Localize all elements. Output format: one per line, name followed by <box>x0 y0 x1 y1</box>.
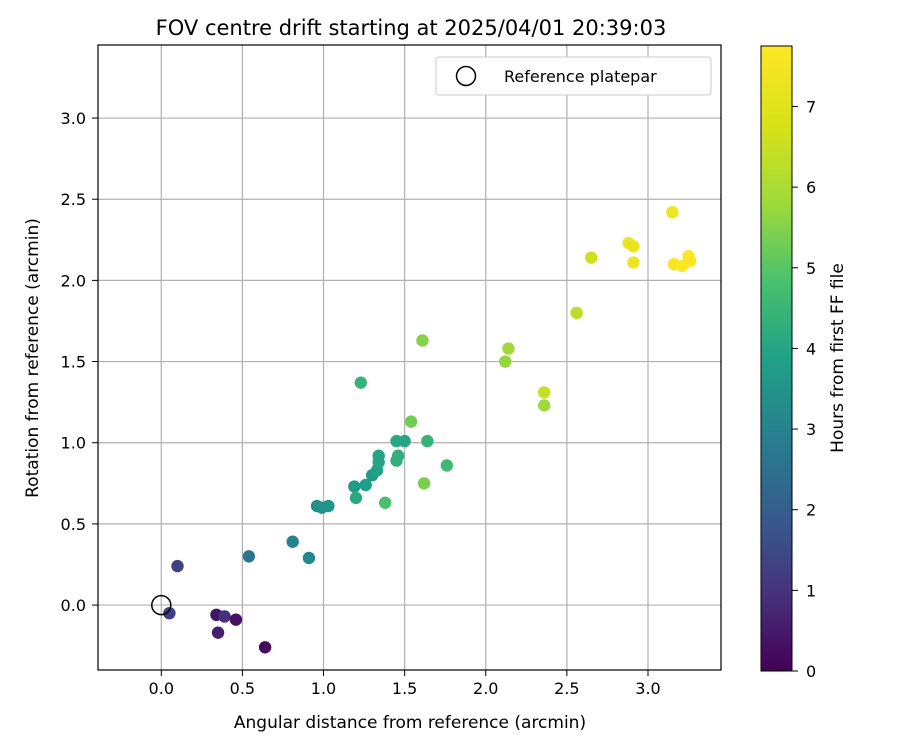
data-point <box>627 240 640 253</box>
legend-box <box>435 56 712 96</box>
y-tick-label: 3.0 <box>61 109 86 128</box>
data-point <box>398 434 411 448</box>
data-point <box>229 613 243 626</box>
data-point <box>683 254 697 268</box>
data-point <box>537 399 551 412</box>
y-tick-label: 2.0 <box>61 271 86 290</box>
colorbar-tick-label: 1 <box>806 581 816 600</box>
colorbar-tick-label: 5 <box>806 259 816 278</box>
colorbar-tick-label: 6 <box>806 178 816 197</box>
legend-label: Reference platepar <box>504 67 657 86</box>
data-point <box>416 334 429 347</box>
data-point <box>302 551 316 565</box>
colorbar-label: Hours from first FF file <box>828 263 848 453</box>
x-axis-label: Angular distance from reference (arcmin) <box>234 713 586 733</box>
colorbar: 0 1 2 3 4 5 6 7 Hours from first FF file <box>760 45 848 681</box>
x-tick-label: 2.0 <box>473 679 498 698</box>
data-point <box>391 449 405 462</box>
x-tick-label: 0.0 <box>149 679 174 698</box>
colorbar-tick-label: 3 <box>806 420 816 439</box>
data-point <box>372 449 385 462</box>
colorbar-gradient <box>760 45 793 672</box>
colorbar-tick-label: 0 <box>806 662 816 681</box>
x-tick-label: 0.5 <box>230 679 255 698</box>
data-point <box>163 606 176 620</box>
grid <box>98 45 721 670</box>
data-point <box>440 459 454 472</box>
colorbar-tick-label: 2 <box>806 501 816 520</box>
y-tick-label: 1.0 <box>61 434 86 453</box>
plot-frame <box>97 44 722 671</box>
y-tick-label: 2.5 <box>61 190 86 209</box>
data-point <box>354 376 368 389</box>
colorbar-ticks: 0 1 2 3 4 5 6 7 <box>792 97 816 681</box>
data-point <box>570 306 583 320</box>
legend-marker-icon <box>455 65 477 87</box>
data-point <box>499 355 512 368</box>
data-point <box>258 641 272 654</box>
data-point <box>171 559 184 573</box>
data-point <box>322 499 335 513</box>
chart-title: FOV centre drift starting at 2025/04/01 … <box>156 16 667 40</box>
reference-marker-layer <box>151 594 172 616</box>
y-tick-label: 0.5 <box>61 515 86 534</box>
data-point <box>286 535 299 548</box>
y-axis-label: Rotation from reference (arcmin) <box>23 218 43 498</box>
colorbar-tick-label: 7 <box>806 97 816 116</box>
data-point <box>502 342 515 355</box>
data-point <box>242 550 256 563</box>
y-tick-label: 0.0 <box>61 596 86 615</box>
x-tick-label: 2.5 <box>554 679 579 698</box>
y-tick-label: 1.5 <box>61 353 86 372</box>
data-point <box>537 386 551 399</box>
data-point <box>211 626 225 639</box>
data-points <box>163 206 697 654</box>
data-point <box>627 256 640 269</box>
x-tick-label: 1.0 <box>311 679 336 698</box>
data-point <box>421 434 434 448</box>
x-axis-ticks: 0.0 0.5 1.0 1.5 2.0 2.5 3.0 <box>149 670 661 698</box>
reference-platepar-marker <box>151 594 172 616</box>
legend: Reference platepar <box>435 56 712 96</box>
data-point <box>378 496 392 509</box>
x-tick-label: 1.5 <box>392 679 417 698</box>
data-point <box>359 478 372 492</box>
data-point <box>404 415 418 428</box>
data-point <box>348 480 361 493</box>
y-axis-ticks: 0.0 0.5 1.0 1.5 2.0 2.5 3.0 <box>61 109 98 615</box>
data-point <box>218 610 231 623</box>
data-point <box>349 491 363 505</box>
data-point <box>666 206 679 219</box>
data-point <box>417 477 431 490</box>
colorbar-tick-label: 4 <box>806 339 816 358</box>
data-point <box>585 251 598 264</box>
x-tick-label: 3.0 <box>635 679 660 698</box>
